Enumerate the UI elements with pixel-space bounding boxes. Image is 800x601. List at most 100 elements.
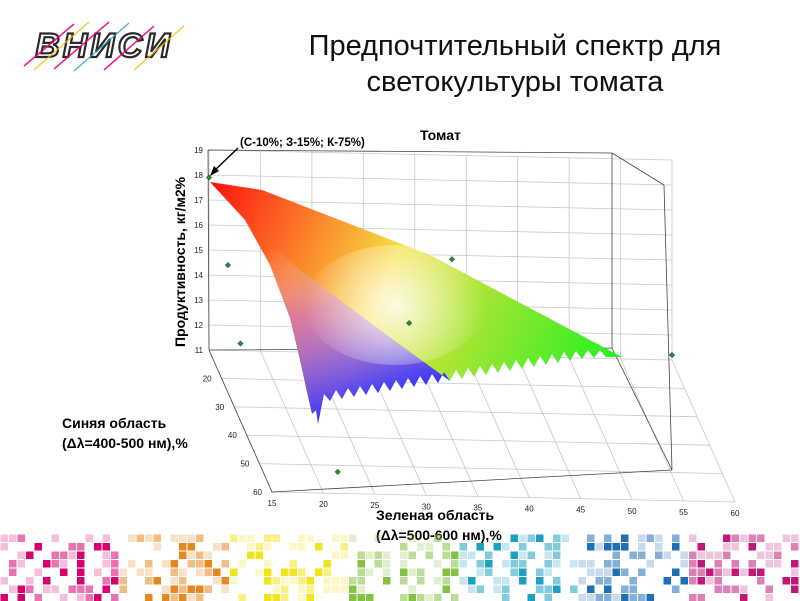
slide-title: Предпочтительный спектр для светокультур… bbox=[250, 28, 780, 100]
z-tick-label: 13 bbox=[194, 296, 203, 305]
mosaic-tile bbox=[230, 568, 238, 576]
mosaic-tile bbox=[731, 543, 739, 551]
mosaic-tile bbox=[179, 577, 187, 585]
mosaic-tile bbox=[102, 534, 110, 542]
mosaic-tile bbox=[111, 577, 119, 585]
mosaic-tile bbox=[612, 568, 620, 576]
mosaic-tile bbox=[604, 577, 612, 585]
green-axis-ticks: 15 20 25 30 35 40 45 50 55 60 bbox=[268, 499, 740, 518]
mosaic-tile bbox=[629, 594, 637, 601]
mosaic-tile bbox=[502, 585, 510, 593]
mosaic-tile bbox=[179, 568, 187, 576]
mosaic-tile bbox=[204, 585, 212, 593]
mosaic-tile bbox=[43, 585, 51, 593]
slide-title-line-1: Предпочтительный спектр для bbox=[308, 30, 722, 62]
mosaic-tile bbox=[196, 568, 204, 576]
mosaic-tile bbox=[264, 568, 272, 576]
mosaic-tile bbox=[655, 534, 663, 542]
mosaic-tile bbox=[340, 534, 348, 542]
mosaic-tile bbox=[43, 560, 51, 568]
slide-title-line-2: светокультуры томата bbox=[366, 66, 664, 98]
mosaic-tile bbox=[272, 594, 280, 601]
mosaic-tile bbox=[680, 560, 688, 568]
blue-tick-label: 50 bbox=[240, 460, 249, 469]
z-tick-label: 19 bbox=[194, 146, 203, 155]
mosaic-tile bbox=[162, 585, 170, 593]
mosaic-tile bbox=[34, 594, 42, 601]
mosaic-tile bbox=[170, 560, 178, 568]
mosaic-tile bbox=[748, 543, 756, 551]
mosaic-tile bbox=[757, 551, 765, 559]
mosaic-tile bbox=[102, 543, 110, 551]
mosaic-tile bbox=[544, 543, 552, 551]
mosaic-tile bbox=[196, 534, 204, 542]
mosaic-tile bbox=[323, 560, 331, 568]
mosaic-tile bbox=[612, 543, 620, 551]
mosaic-tile bbox=[315, 543, 323, 551]
mosaic-tile bbox=[383, 560, 391, 568]
mosaic-tile bbox=[357, 551, 365, 559]
mosaic-tile bbox=[629, 577, 637, 585]
green-tick-label: 50 bbox=[628, 507, 637, 516]
mosaic-tile bbox=[34, 543, 42, 551]
mosaic-tile bbox=[179, 585, 187, 593]
blue-tick-label: 30 bbox=[215, 403, 224, 412]
mosaic-tile bbox=[264, 577, 272, 585]
mosaic-tile bbox=[408, 551, 416, 559]
z-tick-label: 12 bbox=[194, 321, 203, 330]
mosaic-tile bbox=[791, 543, 799, 551]
green-tick-label: 40 bbox=[525, 505, 534, 514]
mosaic-tile bbox=[400, 560, 408, 568]
mosaic-tile bbox=[638, 551, 646, 559]
mosaic-tile bbox=[612, 560, 620, 568]
mosaic-tile bbox=[595, 568, 603, 576]
mosaic-tile bbox=[136, 534, 144, 542]
mosaic-tile bbox=[247, 551, 255, 559]
mosaic-tile bbox=[765, 543, 773, 551]
mosaic-tile bbox=[136, 568, 144, 576]
mosaic-tile bbox=[196, 585, 204, 593]
mosaic-tile bbox=[604, 568, 612, 576]
mosaic-tile bbox=[417, 594, 425, 601]
mosaic-tile bbox=[128, 560, 136, 568]
mosaic-tile bbox=[298, 543, 306, 551]
mosaic-tile bbox=[51, 534, 59, 542]
mosaic-tile bbox=[400, 551, 408, 559]
mosaic-tile bbox=[0, 594, 8, 601]
mosaic-tile bbox=[0, 534, 8, 542]
mosaic-tile bbox=[740, 534, 748, 542]
mosaic-tile bbox=[451, 551, 459, 559]
mosaic-tile bbox=[706, 551, 714, 559]
mosaic-tile bbox=[323, 585, 331, 593]
mosaic-tile bbox=[102, 551, 110, 559]
mosaic-tile bbox=[468, 577, 476, 585]
mosaic-tile bbox=[51, 560, 59, 568]
mosaic-tile bbox=[94, 568, 102, 576]
mosaic-tile bbox=[170, 594, 178, 601]
mosaic-tile bbox=[374, 551, 382, 559]
mosaic-tile bbox=[706, 577, 714, 585]
green-tick-label: 55 bbox=[679, 508, 688, 517]
z-tick-label: 18 bbox=[194, 171, 203, 180]
mosaic-tile bbox=[340, 577, 348, 585]
mosaic-tile bbox=[357, 577, 365, 585]
mosaic-tile bbox=[434, 577, 442, 585]
mosaic-tile bbox=[587, 543, 595, 551]
mosaic-tile bbox=[9, 585, 17, 593]
mosaic-tile bbox=[791, 585, 799, 593]
mosaic-tile bbox=[204, 568, 212, 576]
data-point bbox=[668, 351, 676, 359]
mosaic-tile bbox=[221, 585, 229, 593]
green-tick-label: 20 bbox=[319, 500, 328, 509]
mosaic-tile bbox=[187, 534, 195, 542]
mosaic-tile bbox=[434, 560, 442, 568]
mosaic-tile bbox=[221, 543, 229, 551]
mosaic-tile bbox=[655, 543, 663, 551]
mosaic-tile bbox=[145, 560, 153, 568]
green-tick-label: 35 bbox=[473, 503, 482, 512]
mosaic-tile bbox=[349, 594, 357, 601]
mosaic-tile bbox=[111, 560, 119, 568]
mosaic-tile bbox=[638, 594, 646, 601]
mosaic-tile bbox=[417, 543, 425, 551]
mosaic-tile bbox=[697, 568, 705, 576]
